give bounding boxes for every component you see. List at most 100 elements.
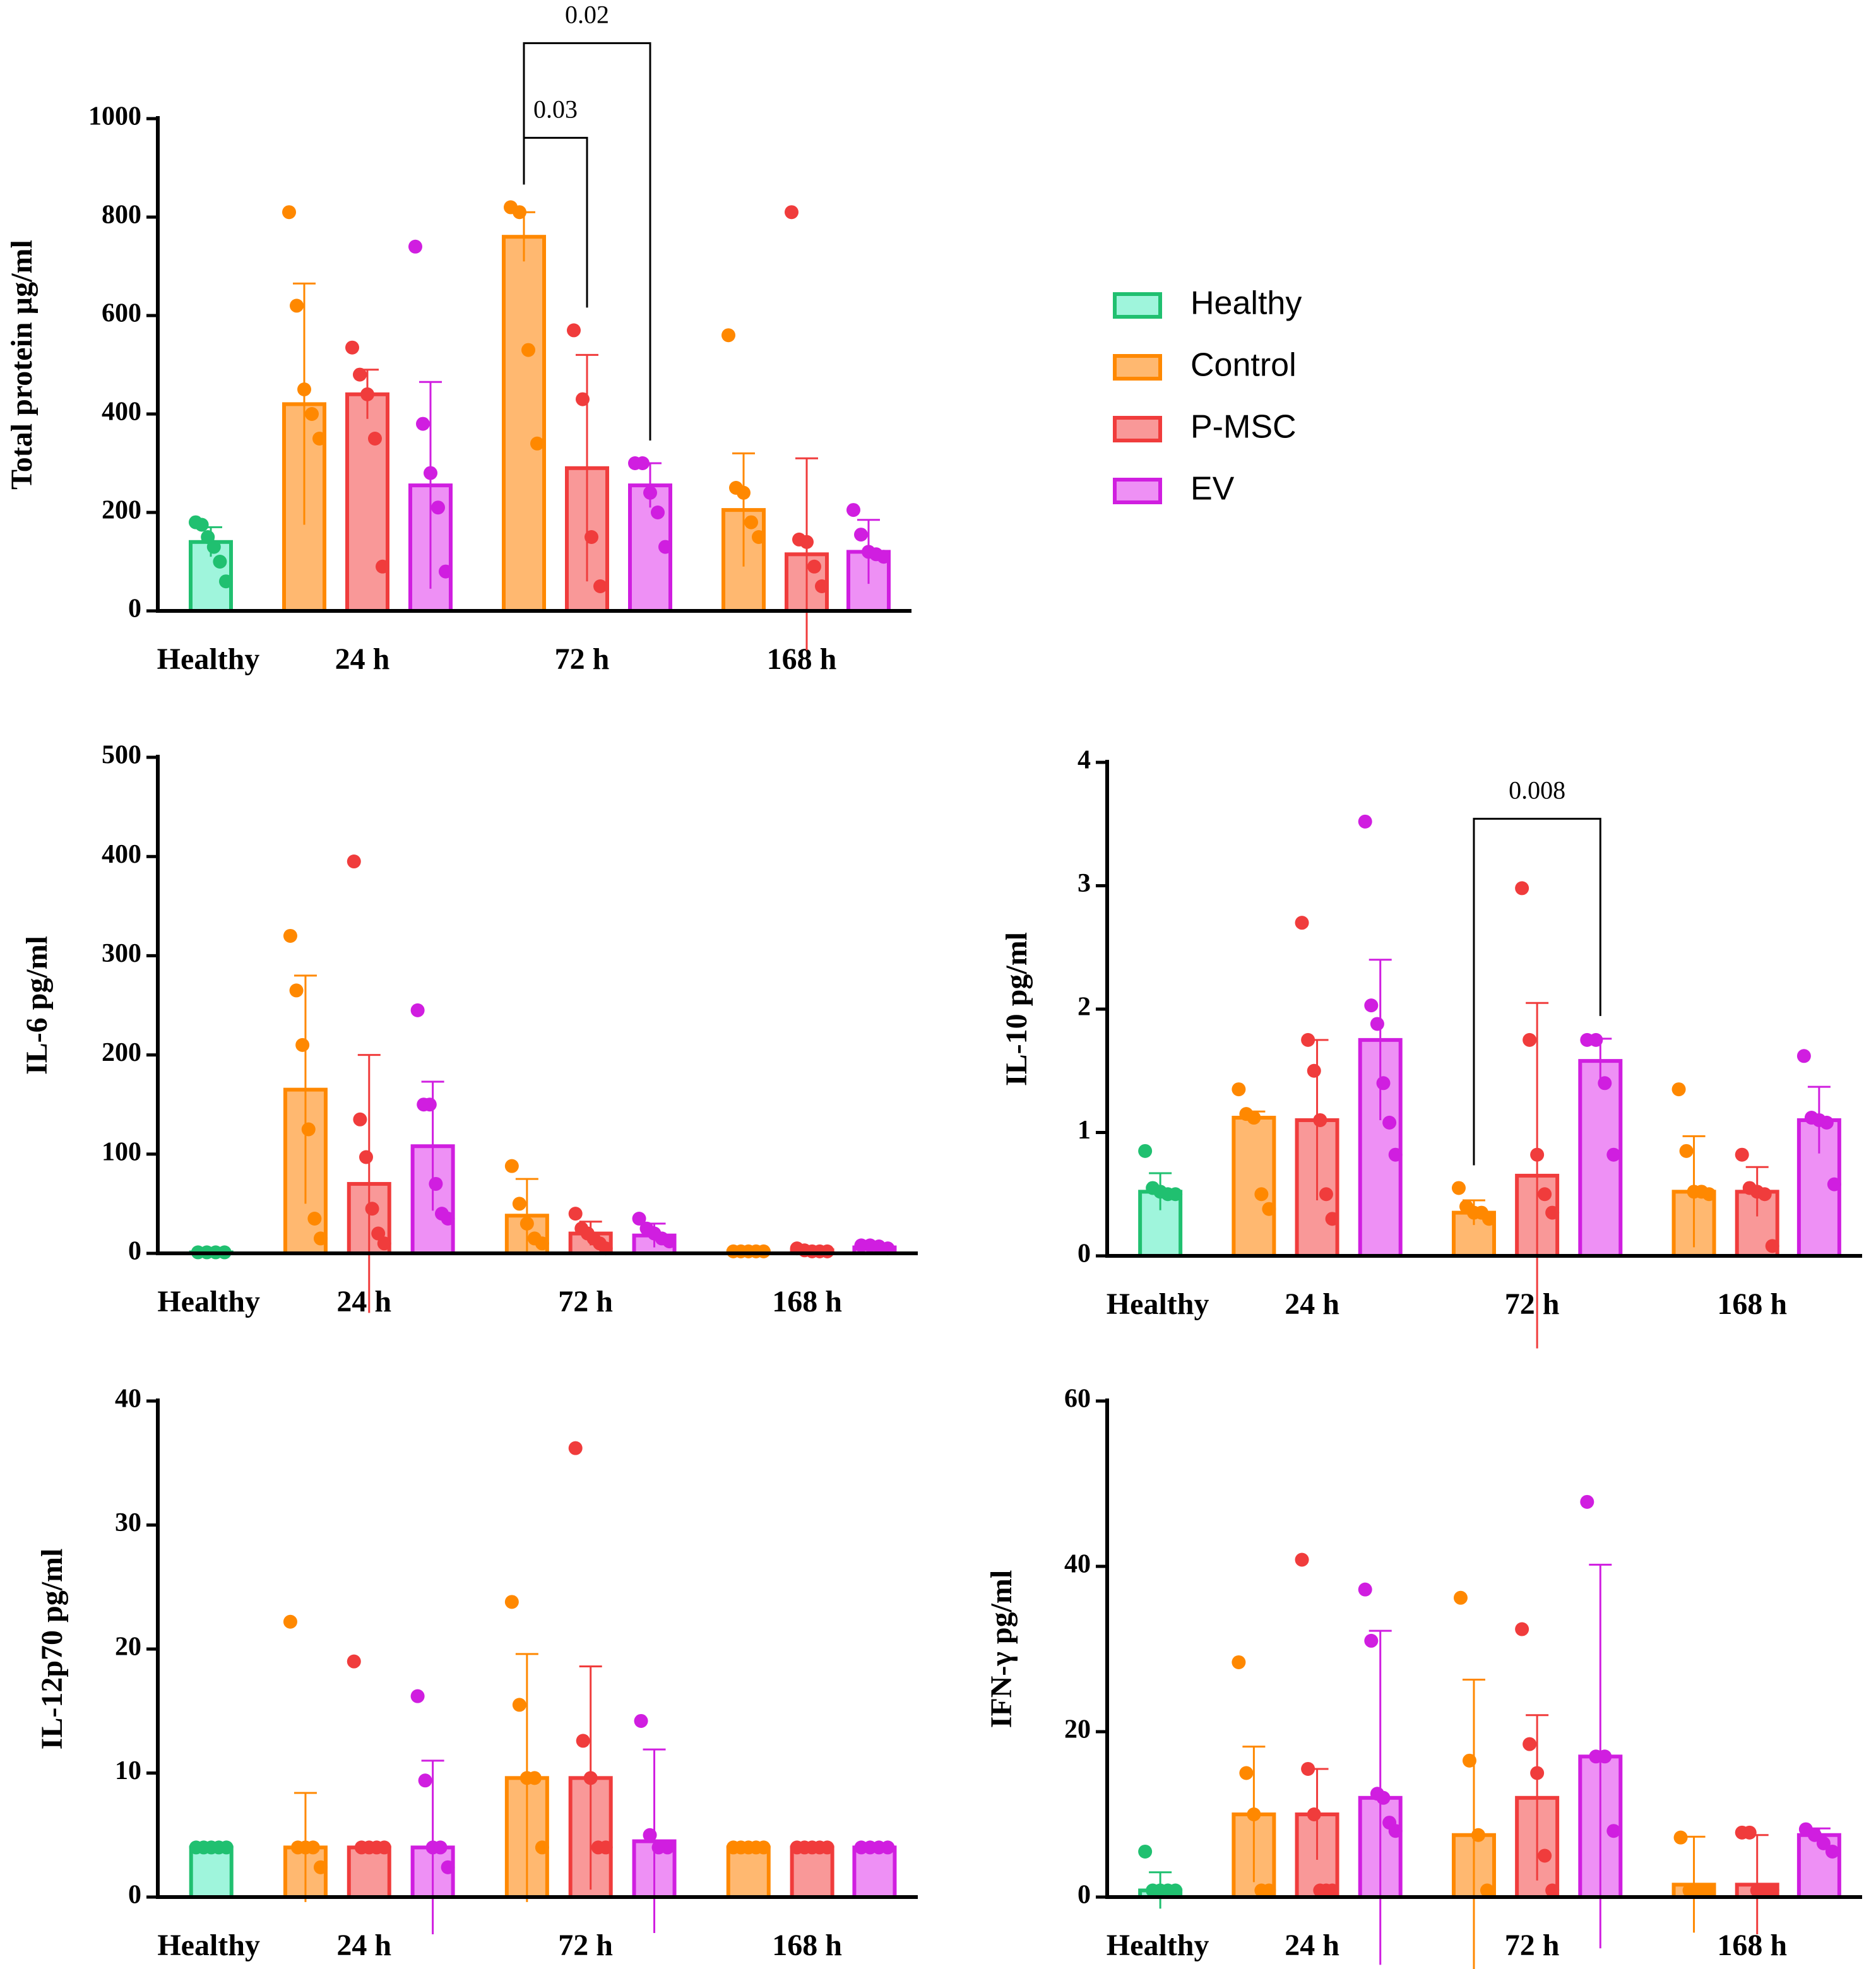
data-point: [290, 299, 304, 313]
data-point: [1358, 1582, 1372, 1597]
data-point: [312, 432, 326, 446]
data-point: [634, 1713, 648, 1728]
data-point: [504, 1595, 519, 1609]
x-tick-label: 24 h: [336, 1929, 391, 1962]
data-point: [756, 1840, 771, 1855]
data-point: [632, 1211, 646, 1226]
y-tick-label: 30: [115, 1508, 141, 1537]
data-point: [585, 530, 598, 544]
data-point: [1757, 1187, 1772, 1202]
data-point: [219, 574, 233, 589]
data-point: [1376, 1790, 1391, 1805]
data-point: [345, 340, 359, 355]
data-point: [441, 1860, 455, 1874]
data-point: [1247, 1111, 1261, 1125]
data-point: [282, 205, 296, 220]
data-point: [1295, 1552, 1309, 1567]
y-axis-label: IL-12p70 pg/ml: [35, 1549, 69, 1750]
data-point: [1168, 1187, 1183, 1202]
x-tick-label: 24 h: [1285, 1287, 1339, 1321]
data-point: [283, 928, 297, 943]
data-point: [583, 1771, 598, 1785]
data-point: [752, 530, 766, 544]
data-point: [1580, 1494, 1594, 1509]
data-point: [521, 343, 535, 357]
data-point: [1370, 1017, 1384, 1031]
y-tick-label: 200: [102, 1038, 141, 1067]
y-tick-label: 400: [102, 840, 141, 869]
data-point: [422, 1097, 437, 1112]
data-point: [1765, 1883, 1779, 1898]
data-point: [535, 1236, 549, 1251]
data-point: [881, 1840, 895, 1855]
data-point: [365, 1202, 379, 1216]
data-point: [1598, 1749, 1612, 1764]
data-point: [1232, 1082, 1246, 1097]
data-point: [512, 1197, 526, 1211]
data-point: [1471, 1828, 1485, 1842]
y-tick-label: 200: [102, 496, 141, 525]
y-tick-label: 0: [1078, 1239, 1091, 1268]
y-tick-label: 3: [1078, 869, 1091, 898]
data-point: [1313, 1113, 1327, 1127]
data-point: [658, 540, 672, 554]
panel: 0 100 200 300 400 500 IL-6 pg/ml Healthy 24 h 72 …: [20, 741, 918, 1318]
x-tick-label: Healthy: [1107, 1287, 1209, 1321]
data-point: [1673, 1830, 1688, 1845]
y-tick-label: 0: [128, 594, 141, 624]
y-axis-label: IL-10 pg/ml: [1000, 932, 1033, 1086]
y-tick-label: 2: [1078, 993, 1091, 1022]
data-point: [1262, 1202, 1276, 1216]
p-value: 0.02: [565, 0, 609, 28]
data-point: [1807, 1828, 1822, 1842]
data-point: [593, 579, 607, 593]
data-point: [1325, 1883, 1339, 1898]
bar: EV: [852, 1845, 897, 1899]
data-point: [1742, 1825, 1757, 1840]
bar: Control: [502, 235, 546, 613]
data-point: [820, 1244, 834, 1258]
x-tick-label: 72 h: [1505, 1287, 1560, 1321]
data-point: [1388, 1147, 1403, 1162]
data-point: [368, 432, 382, 446]
legend-swatch: [1113, 416, 1162, 442]
data-point: [1480, 1883, 1494, 1898]
data-point: [313, 1231, 328, 1246]
data-point: [535, 1840, 549, 1855]
data-point: [513, 205, 526, 220]
data-point: [353, 1112, 367, 1126]
data-point: [371, 1226, 386, 1241]
data-point: [807, 559, 821, 574]
data-point: [1325, 1212, 1339, 1226]
data-point: [1364, 1633, 1379, 1648]
y-tick-label: 100: [102, 1137, 141, 1166]
data-point: [306, 1840, 320, 1855]
data-point: [1247, 1807, 1261, 1821]
y-tick-label: 0: [1078, 1881, 1091, 1910]
data-point: [289, 983, 304, 998]
data-point: [660, 1840, 675, 1855]
data-point: [1530, 1147, 1545, 1162]
data-point: [1671, 1082, 1686, 1097]
x-tick-label: 24 h: [1285, 1929, 1339, 1962]
data-point: [1765, 1239, 1779, 1253]
y-tick-label: 1000: [88, 102, 141, 131]
y-tick-label: 40: [115, 1385, 141, 1414]
y-tick-label: 0: [128, 1881, 141, 1910]
legend-swatch: [1113, 354, 1162, 381]
data-point: [568, 1441, 583, 1455]
x-tick-label: 168 h: [772, 1929, 842, 1962]
x-tick-label: Healthy: [1107, 1929, 1209, 1962]
data-point: [347, 1654, 361, 1669]
data-point: [1545, 1883, 1560, 1898]
y-axis-label: Total protein µg/ml: [5, 240, 39, 490]
data-point: [1481, 1212, 1496, 1226]
data-point: [1606, 1824, 1621, 1838]
data-point: [1388, 1824, 1403, 1838]
data-point: [1301, 1761, 1315, 1776]
data-point: [1254, 1187, 1269, 1202]
data-point: [598, 1840, 613, 1855]
data-point: [1825, 1844, 1839, 1859]
data-point: [846, 503, 860, 517]
legend-swatch: [1113, 478, 1162, 504]
